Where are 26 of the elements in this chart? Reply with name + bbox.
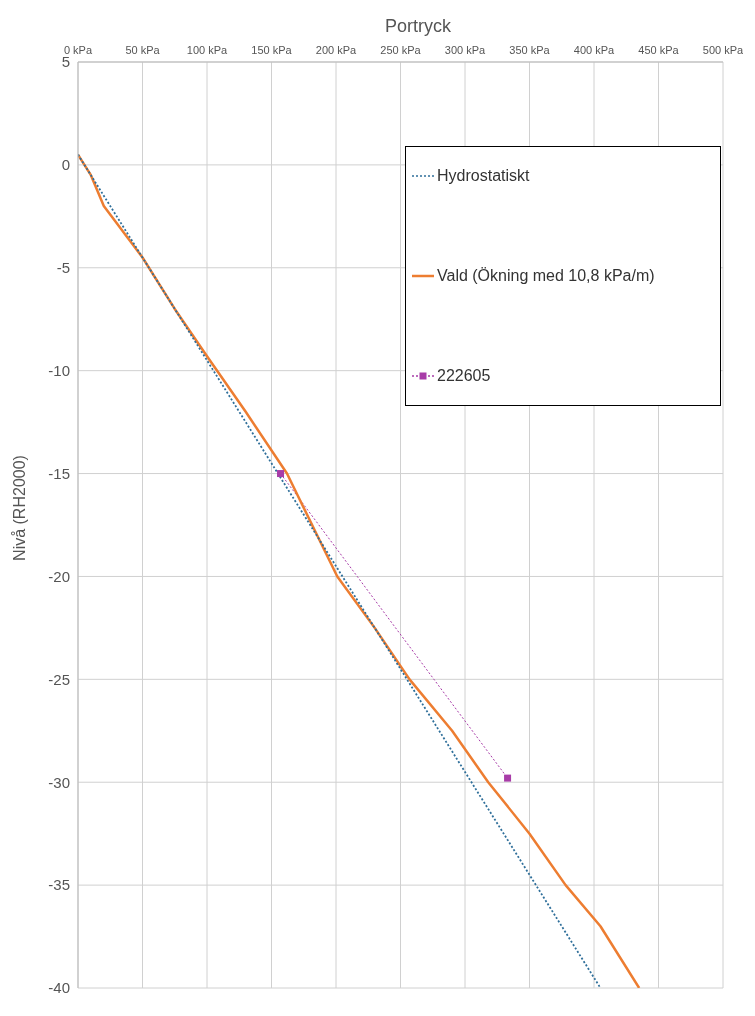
y-tick-label: -20 xyxy=(48,567,70,585)
y-tick-label: -40 xyxy=(48,979,70,997)
y-tick-label: -5 xyxy=(56,259,70,277)
y-tick-label: 0 xyxy=(61,156,70,174)
y-axis-title: Nivå (RH2000) xyxy=(11,455,29,561)
x-tick-label: 300 kPa xyxy=(444,44,487,56)
legend-label: Hydrostatiskt xyxy=(437,167,530,185)
y-tick-label: -35 xyxy=(48,876,70,894)
x-tick-label: 450 kPa xyxy=(638,44,680,56)
y-tick-label: -15 xyxy=(48,464,70,482)
x-tick-label: 50 kPa xyxy=(125,44,161,56)
legend-label: Vald (Ökning med 10,8 kPa/m) xyxy=(437,267,655,285)
x-tick-label: 250 kPa xyxy=(380,44,422,56)
x-tick-label: 150 kPa xyxy=(251,44,293,56)
x-tick-label: 100 kPa xyxy=(186,44,229,56)
y-tick-label: 5 xyxy=(61,53,70,71)
y-tick-label: -10 xyxy=(48,361,70,379)
x-tick-label: 200 kPa xyxy=(315,44,358,56)
x-tick-label: 500 kPa xyxy=(702,44,745,56)
y-tick-label: -25 xyxy=(48,670,70,688)
y-tick-label: -30 xyxy=(48,773,70,791)
legend-label: 222605 xyxy=(437,367,491,385)
x-tick-label: 400 kPa xyxy=(573,44,616,56)
x-tick-label: 0 kPa xyxy=(63,44,93,56)
x-axis-title: Portryck xyxy=(384,16,452,37)
x-tick-label: 350 kPa xyxy=(509,44,551,56)
